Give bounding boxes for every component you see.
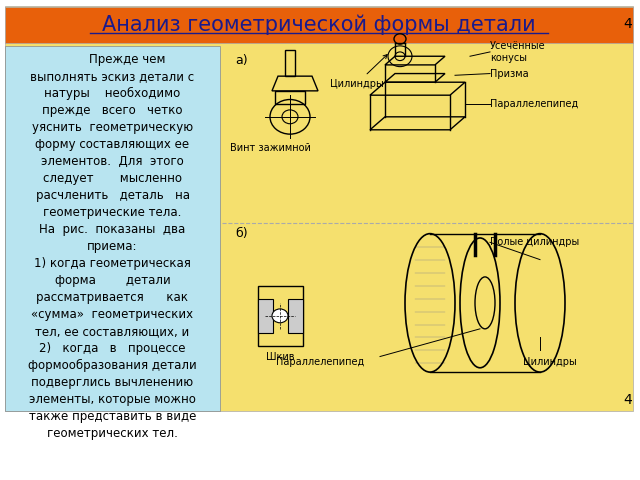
Circle shape	[272, 309, 288, 323]
Text: б): б)	[235, 227, 248, 240]
Bar	[285, 50, 295, 76]
Bar	[222, 46, 633, 411]
Text: Параллелепипед: Параллелепипед	[490, 99, 579, 109]
Text: Усечённые
конусы: Усечённые конусы	[490, 41, 546, 63]
Text: Прежде чем
выполнять эскиз детали с
натуры    необходимо
прежде   всего   четко
: Прежде чем выполнять эскиз детали с нату…	[28, 53, 197, 440]
Bar	[5, 7, 633, 43]
Bar	[275, 91, 305, 104]
Text: Полые цилиндры: Полые цилиндры	[490, 237, 579, 247]
Text: 4: 4	[623, 393, 632, 407]
Text: Винт зажимной: Винт зажимной	[230, 143, 310, 153]
Text: Призма: Призма	[490, 69, 529, 79]
Text: Цилиндры: Цилиндры	[523, 357, 577, 367]
Text: 4: 4	[623, 17, 632, 31]
Text: Параллелепипед: Параллелепипед	[276, 357, 364, 367]
Bar	[5, 46, 220, 411]
Bar	[258, 286, 303, 346]
Text: Шкив: Шкив	[266, 352, 294, 362]
Text: Цилиндры: Цилиндры	[330, 55, 387, 88]
Bar	[288, 299, 303, 333]
Text: Анализ геометрической формы детали: Анализ геометрической формы детали	[102, 15, 536, 36]
Bar	[258, 299, 273, 333]
Text: а): а)	[235, 54, 248, 67]
